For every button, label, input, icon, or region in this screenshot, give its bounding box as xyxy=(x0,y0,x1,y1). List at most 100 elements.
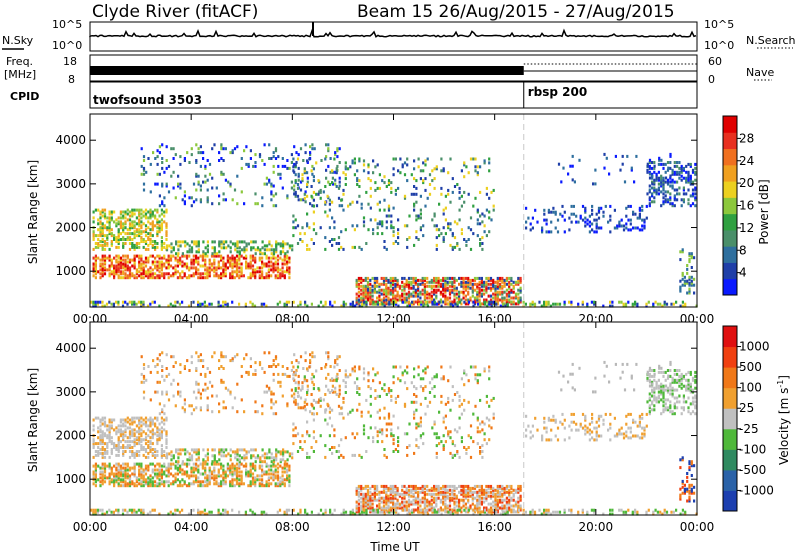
velocity-cell xyxy=(218,410,220,413)
velocity-cell xyxy=(340,438,342,441)
power-cell xyxy=(418,303,420,306)
power-cell xyxy=(127,274,129,277)
velocity-cell xyxy=(295,434,297,437)
power-cell xyxy=(572,155,574,158)
power-cell xyxy=(236,250,238,253)
velocity-cell xyxy=(141,355,143,358)
velocity-cell xyxy=(131,450,133,453)
velocity-cell xyxy=(149,463,151,466)
velocity-cell xyxy=(138,417,140,420)
power-cell xyxy=(127,232,129,235)
power-cell xyxy=(111,240,113,243)
velocity-cell xyxy=(268,351,270,354)
cpid-segment-twofsound: twofsound 3503 xyxy=(93,93,202,107)
power-cell xyxy=(386,226,388,229)
power-cell xyxy=(543,219,545,222)
power-cell xyxy=(234,147,236,150)
velocity-cell xyxy=(177,473,179,476)
power-cell xyxy=(129,211,131,214)
power-cell xyxy=(674,171,676,174)
power-cell xyxy=(479,238,481,241)
power-cell xyxy=(404,161,406,164)
velocity-cell xyxy=(163,454,165,457)
power-cell xyxy=(181,301,183,304)
power-cell xyxy=(143,222,145,225)
velocity-cell xyxy=(431,387,433,390)
power-cell xyxy=(288,266,290,269)
power-cell xyxy=(369,287,371,290)
velocity-cell xyxy=(271,460,273,463)
velocity-cell xyxy=(397,377,399,380)
velocity-cell xyxy=(338,456,340,459)
power-cell xyxy=(268,257,270,260)
power-cell xyxy=(436,236,438,239)
velocity-cell xyxy=(161,408,163,411)
power-cell xyxy=(250,246,252,249)
velocity-cell xyxy=(113,465,115,468)
power-cell xyxy=(113,257,115,260)
velocity-cell xyxy=(316,412,318,415)
power-cell xyxy=(247,263,249,266)
power-cell xyxy=(438,301,440,304)
power-cell xyxy=(198,175,200,178)
power-cell xyxy=(607,221,609,224)
power-cell xyxy=(377,222,379,225)
power-cell xyxy=(481,242,483,245)
power-cell xyxy=(99,263,101,266)
power-cell xyxy=(470,216,472,219)
power-cell xyxy=(275,192,277,195)
velocity-cell xyxy=(307,385,309,388)
velocity-cell xyxy=(104,417,106,420)
power-cell xyxy=(356,297,358,300)
power-cell xyxy=(223,192,225,195)
power-cell xyxy=(324,236,326,239)
power-cell xyxy=(395,158,397,161)
nsky-left-tick-top: 10^5 xyxy=(52,18,82,31)
velocity-cell xyxy=(315,401,317,404)
power-cell xyxy=(115,255,117,258)
velocity-cell xyxy=(122,463,124,466)
power-cell xyxy=(177,252,179,255)
power-cell xyxy=(694,163,696,166)
velocity-cell xyxy=(309,410,311,413)
power-cell xyxy=(129,236,131,239)
power-cell xyxy=(463,301,465,304)
velocity-cell xyxy=(273,402,275,405)
velocity-cell xyxy=(143,430,145,433)
velocity-cell xyxy=(207,397,209,400)
power-cell xyxy=(306,213,308,216)
velocity-cell xyxy=(311,355,313,358)
power-cell xyxy=(504,291,506,294)
power-cell xyxy=(211,147,213,150)
power-cell xyxy=(186,250,188,253)
power-cell xyxy=(254,161,256,164)
power-cell xyxy=(202,157,204,160)
power-cell xyxy=(383,175,385,178)
power-cell xyxy=(372,295,374,298)
power-cell xyxy=(341,204,343,207)
power-cell xyxy=(222,301,224,304)
velocity-cell xyxy=(418,366,420,369)
velocity-cell xyxy=(143,397,145,400)
velocity-cell xyxy=(204,389,206,392)
velocity-cell xyxy=(156,450,158,453)
power-cell xyxy=(379,303,381,306)
power-cell xyxy=(159,204,161,207)
power-cell xyxy=(143,155,145,158)
velocity-cell xyxy=(266,471,268,474)
velocity-cell xyxy=(213,467,215,470)
power-cell xyxy=(336,147,338,150)
power-cell xyxy=(682,301,684,304)
power-cell xyxy=(122,301,124,304)
power-cell xyxy=(665,177,667,180)
power-cell xyxy=(291,187,293,190)
power-cell xyxy=(95,276,97,279)
velocity-cell xyxy=(252,476,254,479)
power-cell xyxy=(102,244,104,247)
power-cell xyxy=(306,195,308,198)
power-cell xyxy=(277,165,279,168)
power-cell xyxy=(299,238,301,241)
power-cell xyxy=(443,236,445,239)
velocity-cell xyxy=(136,476,138,479)
velocity-cell xyxy=(459,395,461,398)
